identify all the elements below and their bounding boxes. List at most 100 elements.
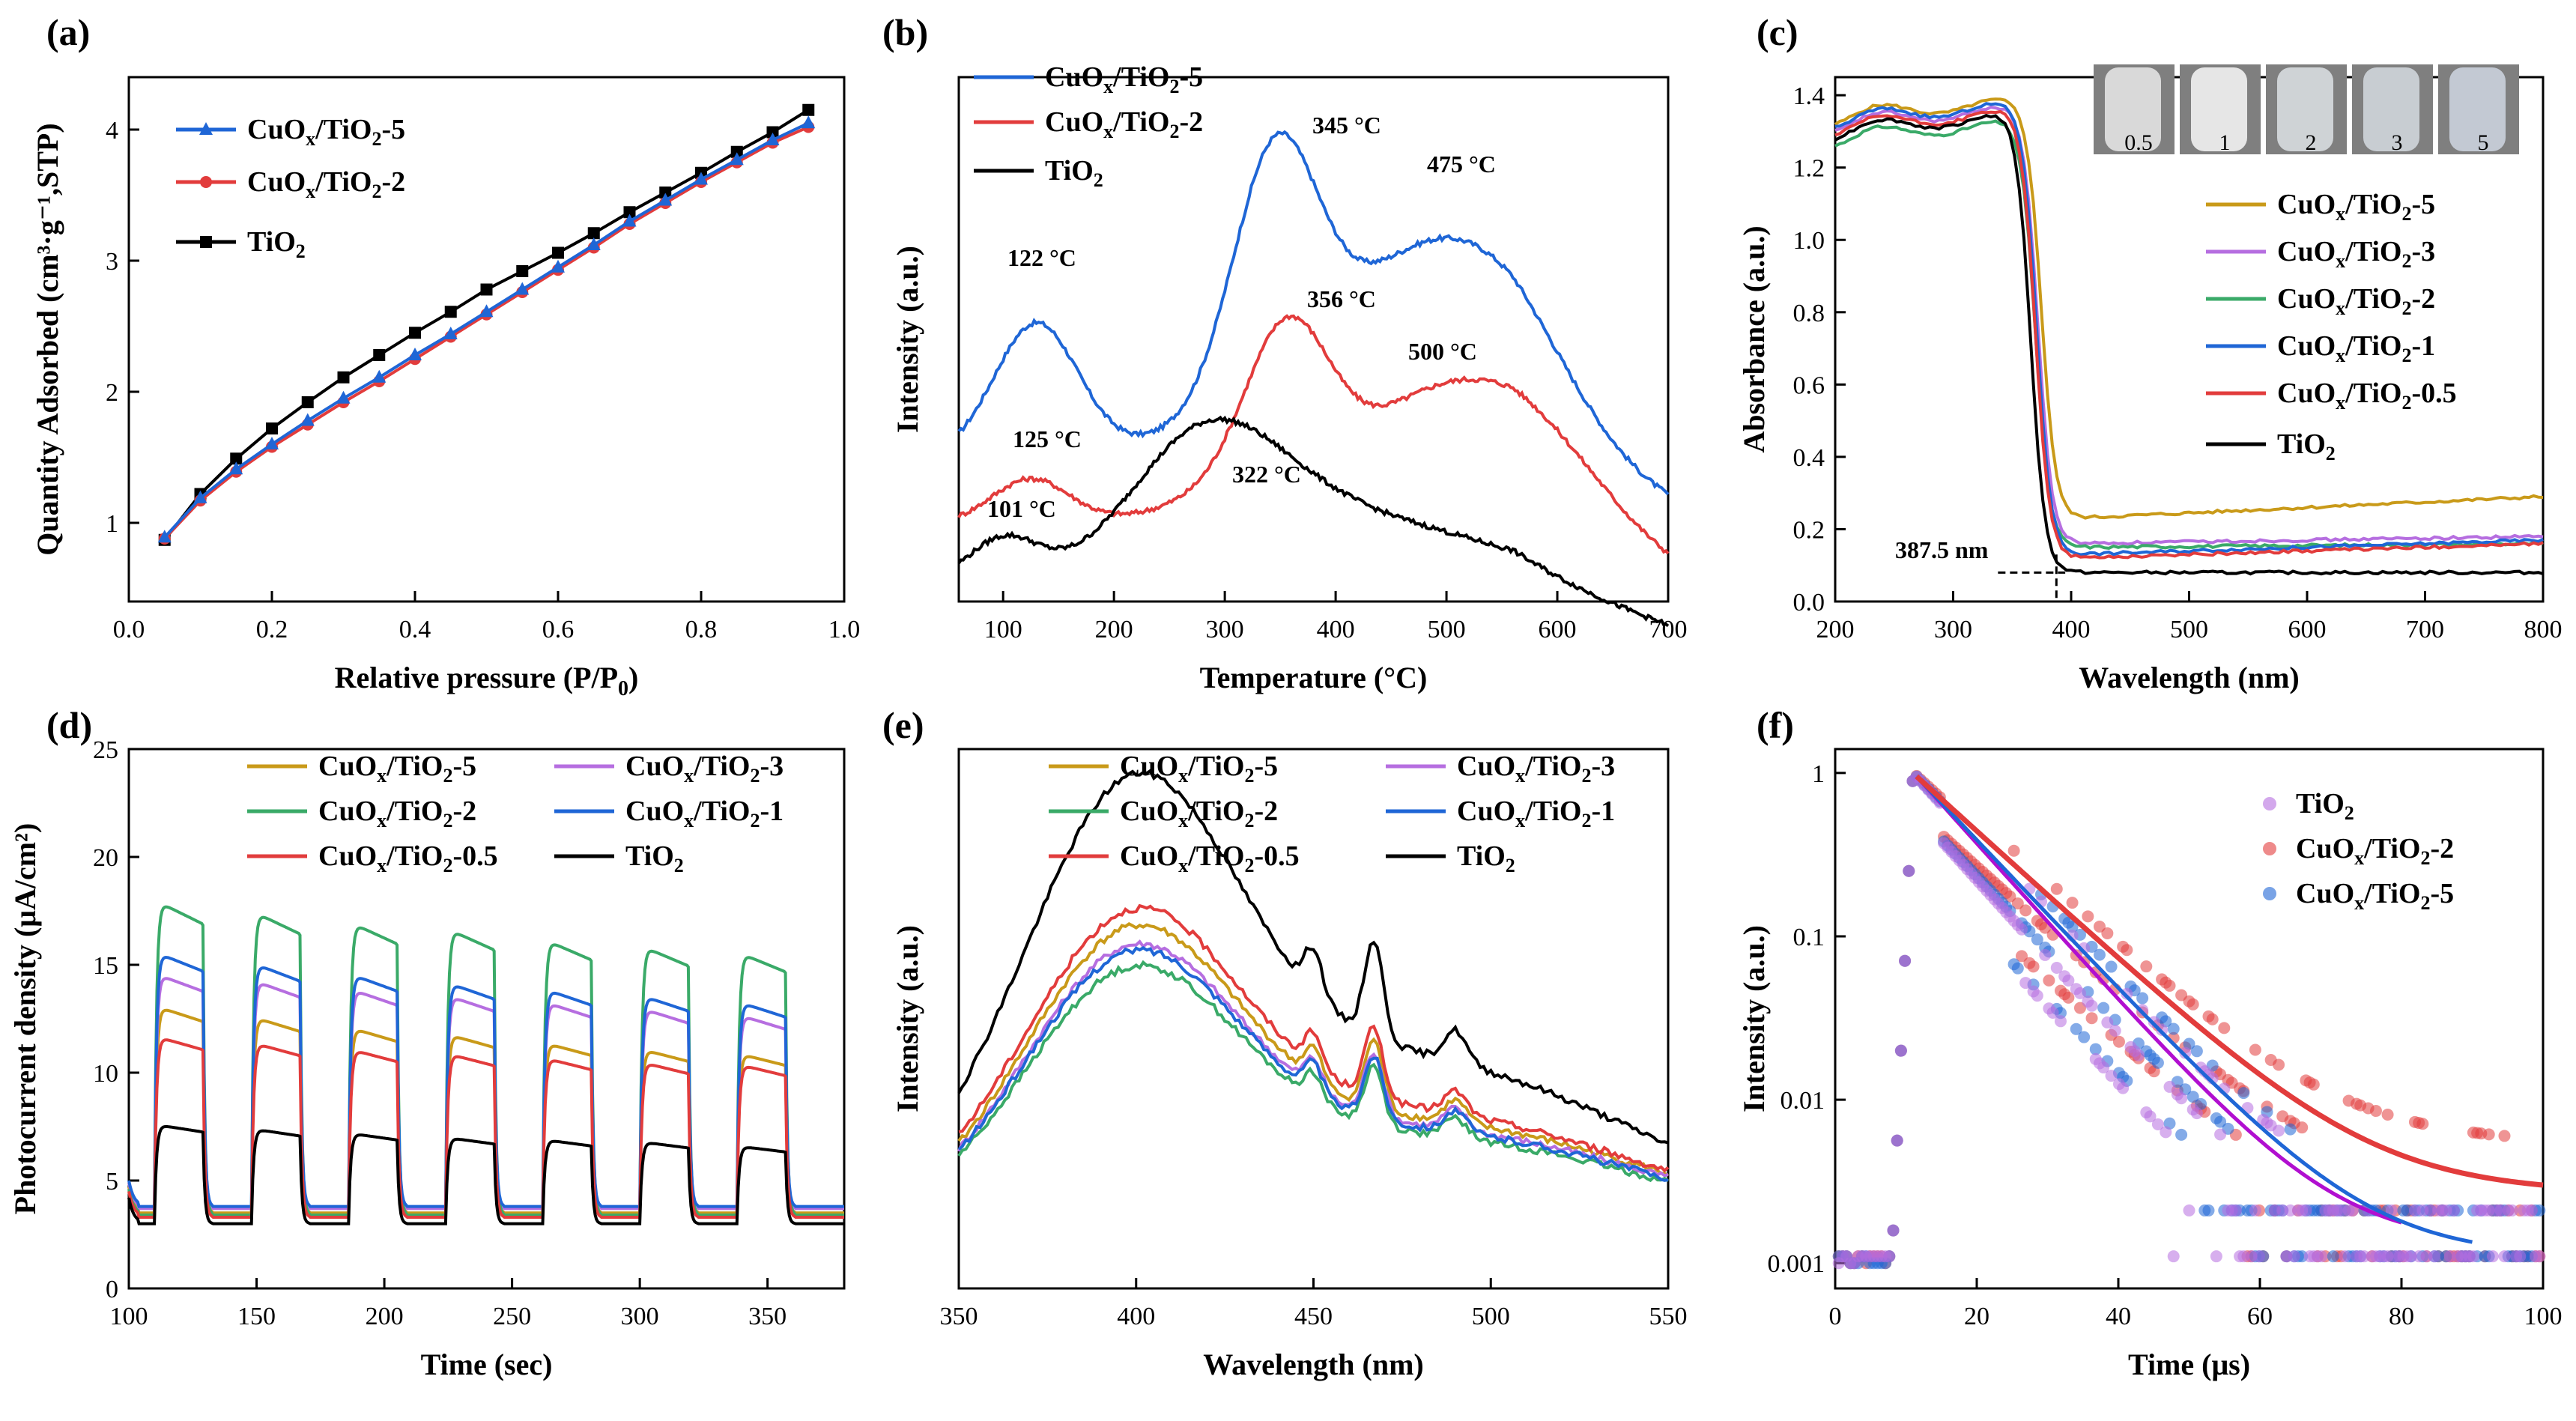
vial	[2449, 67, 2506, 151]
series-line	[957, 960, 1670, 1183]
legend-entry: CuOx/TiO2-5	[2206, 189, 2435, 225]
data-point	[2062, 974, 2075, 987]
text-part: /TiO	[1187, 840, 1244, 872]
legend-entry: CuOx/TiO2-1	[2206, 330, 2435, 366]
peak-annotation: 322 °C	[1232, 461, 1301, 488]
legend-label: CuOx/TiO2-5	[2296, 878, 2454, 914]
text-part: 2	[2345, 802, 2354, 824]
legend-label: CuOx/TiO2-5	[318, 751, 476, 787]
x-tick-label: 0	[1829, 1303, 1842, 1330]
band-edge-label: 387.5 nm	[1895, 536, 1989, 563]
data-point	[2229, 1204, 2242, 1217]
data-point	[2011, 897, 2024, 910]
legend-entry: CuOx/TiO2-0.5	[247, 840, 498, 876]
text-part: 2	[1244, 855, 1254, 876]
series-line	[958, 903, 1670, 1173]
text-part: 2	[750, 765, 760, 787]
data-point	[2160, 1126, 2172, 1139]
x-tick-label: 200	[1816, 616, 1855, 643]
data-point	[2288, 1250, 2300, 1263]
text-part: -5	[381, 114, 405, 145]
text-part: x	[377, 855, 387, 876]
vial	[2277, 67, 2333, 151]
data-point	[2073, 987, 2086, 999]
text-part: 2	[2420, 847, 2430, 869]
legend-label: TiO2	[625, 840, 684, 876]
x-tick-label: 0.6	[542, 616, 575, 643]
y-tick-label: 0.2	[1793, 516, 1825, 544]
text-part: x	[1178, 855, 1188, 876]
text-part: CuO	[247, 166, 306, 198]
peak-annotation: 500 °C	[1408, 338, 1477, 365]
text-part: TiO	[247, 226, 296, 258]
legend-entry: TiO2	[2206, 428, 2336, 464]
series-line	[957, 945, 1669, 1182]
vial-label: 5	[2478, 130, 2489, 155]
text-part: -5	[452, 751, 476, 782]
panel-label: (b)	[882, 11, 928, 53]
y-tick-label: 5	[106, 1168, 118, 1196]
vial	[2363, 67, 2419, 151]
x-tick-label: 60	[2247, 1303, 2273, 1330]
marker-triangle	[443, 327, 458, 339]
data-point	[2482, 1128, 2495, 1141]
legend-label: TiO2	[1457, 840, 1515, 876]
text-part: 2	[1244, 810, 1254, 831]
data-point	[2031, 933, 2043, 946]
legend-label: CuOx/TiO2-2	[2296, 833, 2454, 869]
marker-triangle	[766, 133, 780, 145]
text-part: -5	[1254, 751, 1278, 782]
marker-triangle	[229, 461, 243, 475]
text-part: /TiO	[1524, 751, 1581, 782]
text-part: CuO	[2296, 878, 2354, 909]
peak-annotation: 345 °C	[1312, 112, 1381, 139]
series-line	[957, 314, 1670, 555]
y-tick-label: 1	[1812, 760, 1825, 788]
text-part: CuO	[1457, 751, 1515, 782]
text-part: /TiO	[2345, 283, 2401, 315]
series-line	[127, 955, 844, 1208]
data-point	[2050, 882, 2063, 895]
text-part: 2	[296, 240, 306, 262]
series-line	[1834, 102, 2544, 557]
marker-square	[444, 306, 457, 318]
legend-entry: CuOx/TiO2-5	[2263, 878, 2454, 914]
legend-label: CuOx/TiO2-2	[1120, 796, 1278, 831]
data-point	[2097, 1061, 2110, 1074]
legend-entry: CuOx/TiO2-5	[247, 751, 476, 787]
panel-label: (e)	[882, 704, 924, 746]
x-tick-label: 20	[1964, 1303, 1989, 1330]
x-tick-label: 80	[2389, 1303, 2414, 1330]
x-axis-label: Time (μs)	[2128, 1348, 2250, 1381]
vial-label: 3	[2392, 130, 2403, 155]
data-point	[2202, 1204, 2215, 1217]
legend-entry: TiO2	[974, 155, 1103, 191]
text-part: /TiO	[2345, 330, 2401, 362]
legend-entry: CuOx/TiO2-3	[2206, 236, 2435, 272]
y-tick-label: 0.1	[1793, 924, 1825, 951]
data-point	[2183, 1037, 2195, 1050]
y-tick-label: 0.001	[1768, 1250, 1825, 1278]
marker-triangle	[372, 369, 387, 383]
y-axis-label: Absorbance (a.u.)	[1737, 225, 1771, 452]
x-tick-label: 600	[1539, 616, 1577, 643]
text-part: -3	[1591, 751, 1615, 782]
legend-entry: CuOx/TiO2-3	[554, 751, 784, 787]
data-point	[2381, 1109, 2394, 1121]
legend-label: TiO2	[2277, 428, 2336, 464]
text-part: -2	[1254, 796, 1278, 827]
text-part: -3	[2411, 236, 2435, 267]
text-part: -2	[381, 166, 405, 198]
text-part: /TiO	[386, 751, 443, 782]
panel-label: (a)	[46, 11, 90, 53]
legend-label: CuOx/TiO2-0.5	[2277, 378, 2457, 413]
text-part: -2	[2411, 283, 2435, 315]
text-part: -5	[1179, 61, 1203, 93]
text-part: /TiO	[693, 751, 750, 782]
legend-label: CuOx/TiO2-5	[2277, 189, 2435, 225]
text-part: x	[2354, 892, 2364, 914]
data-point	[2093, 920, 2106, 933]
data-point	[2525, 1204, 2538, 1217]
panel-d: (d) 100 150 200 250 300 350 0 5 10 15 20 25 Time (sec…	[8, 704, 846, 1381]
marker-square	[301, 396, 314, 408]
